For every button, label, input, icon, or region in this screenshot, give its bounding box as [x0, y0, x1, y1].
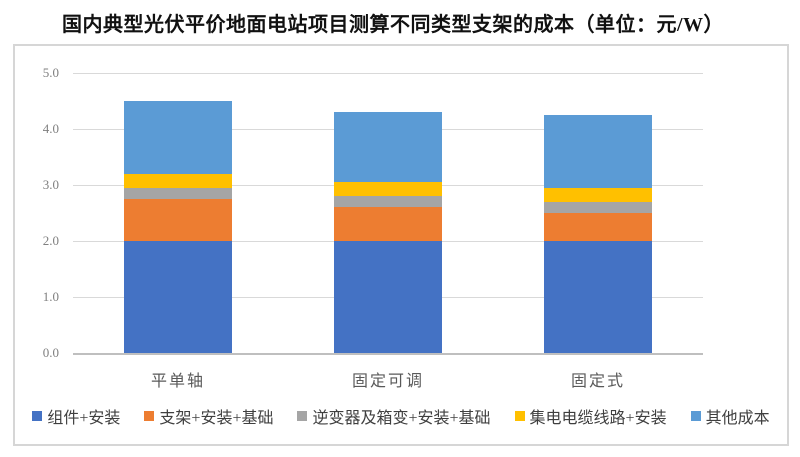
y-tick-label: 0.0 [42, 345, 59, 360]
y-tick-label: 4.0 [42, 121, 59, 136]
bar-segment [124, 101, 232, 174]
legend-label: 组件+安装 [47, 410, 121, 427]
bar-segment [334, 241, 442, 353]
bar-segment [334, 182, 442, 197]
legend-swatch-icon [297, 411, 308, 421]
y-tick-label: 2.0 [42, 233, 59, 248]
legend-swatch-icon [32, 411, 43, 421]
legend-swatch-icon [514, 411, 525, 421]
legend-swatch-icon [690, 411, 701, 421]
bar-2 [334, 112, 442, 353]
bar-segment [334, 112, 442, 183]
chart-frame: 0.0 1.0 2.0 3.0 4.0 5.0 平单轴 固定可调 固定式 组件+安装 支架+安装… [13, 44, 789, 446]
legend-item: 集电电缆线路+安装 [514, 404, 667, 428]
y-tick-label: 1.0 [42, 289, 59, 304]
legend-item: 组件+安装 [32, 404, 120, 428]
chart-title: 国内典型光伏平价地面电站项目测算不同类型支架的成本（单位：元/W） [62, 14, 725, 36]
bar-segment [334, 207, 442, 241]
gridline [73, 73, 703, 74]
legend-swatch-icon [144, 411, 155, 421]
category-label: 固定可调 [351, 373, 424, 390]
bar-1 [124, 101, 232, 353]
legend-item: 支架+安装+基础 [144, 404, 273, 428]
bar-segment [544, 241, 652, 353]
legend-item: 其他成本 [690, 404, 770, 428]
legend-label: 逆变器及箱变+安装+基础 [312, 410, 491, 427]
category-label: 固定式 [570, 373, 625, 390]
bar-segment [544, 115, 652, 188]
bar-segment [544, 187, 652, 202]
legend-item: 逆变器及箱变+安装+基础 [297, 404, 491, 428]
y-tick-label: 3.0 [42, 177, 59, 192]
legend-label: 其他成本 [705, 410, 770, 427]
legend: 组件+安装 支架+安装+基础 逆变器及箱变+安装+基础 集电电缆线路+安装 其他成本 [15, 404, 787, 428]
gridline [73, 353, 703, 355]
bar-segment [124, 199, 232, 241]
plot-area [73, 73, 703, 355]
bar-segment [544, 201, 652, 213]
legend-label: 支架+安装+基础 [159, 410, 274, 427]
bar-segment [334, 196, 442, 208]
bar-segment [124, 187, 232, 199]
bar-segment [124, 173, 232, 188]
y-tick-label: 5.0 [42, 65, 59, 80]
category-label: 平单轴 [150, 373, 205, 390]
legend-label: 集电电缆线路+安装 [529, 410, 667, 427]
bar-segment [544, 213, 652, 241]
bar-3 [544, 115, 652, 353]
bar-segment [124, 241, 232, 353]
